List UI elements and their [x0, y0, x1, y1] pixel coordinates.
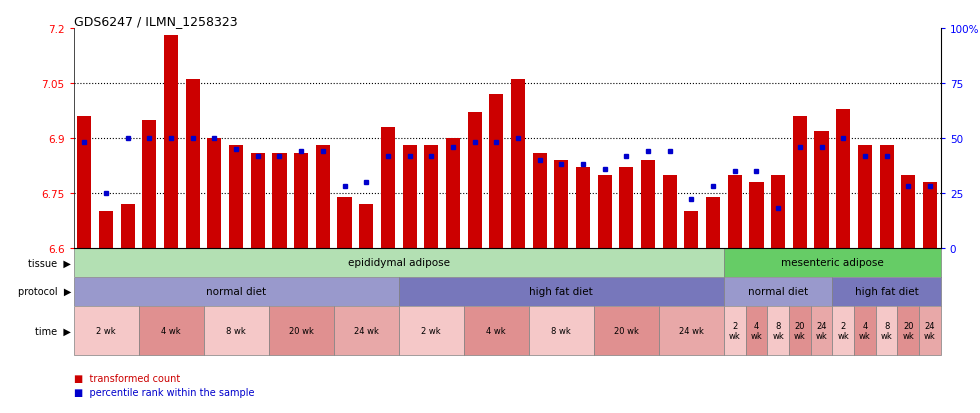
Bar [208, 139, 221, 248]
Bar [555, 161, 568, 248]
Bar [789, 306, 810, 355]
Text: high fat diet: high fat diet [855, 287, 918, 297]
Bar [724, 248, 941, 277]
Bar [74, 248, 724, 277]
Bar [641, 161, 656, 248]
Bar [832, 277, 941, 306]
Text: time  ▶: time ▶ [35, 325, 72, 335]
Bar [399, 277, 724, 306]
Text: high fat diet: high fat diet [529, 287, 593, 297]
Bar [576, 168, 590, 248]
Bar [684, 212, 699, 248]
Bar [746, 306, 767, 355]
Bar [359, 204, 373, 248]
Text: 4
wk: 4 wk [751, 321, 762, 340]
Bar [467, 113, 482, 248]
Bar [832, 306, 854, 355]
Text: mesenteric adipose: mesenteric adipose [781, 258, 884, 268]
Bar [142, 120, 157, 248]
Bar [424, 146, 438, 248]
Text: 24 wk: 24 wk [679, 326, 704, 335]
Bar [836, 109, 851, 248]
Text: normal diet: normal diet [206, 287, 267, 297]
Bar [294, 153, 309, 248]
Bar [403, 146, 416, 248]
Bar [74, 277, 399, 306]
Text: 2 wk: 2 wk [421, 326, 441, 335]
Text: 8
wk: 8 wk [772, 321, 784, 340]
Bar [138, 306, 204, 355]
Bar [724, 277, 832, 306]
Bar [204, 306, 269, 355]
Bar [876, 306, 898, 355]
Bar [229, 146, 243, 248]
Bar [489, 95, 504, 248]
Bar [511, 80, 525, 248]
Bar [619, 168, 633, 248]
Bar [728, 175, 742, 248]
Bar [724, 306, 746, 355]
Text: 24
wk: 24 wk [815, 321, 827, 340]
Text: 2 wk: 2 wk [96, 326, 116, 335]
Text: 20
wk: 20 wk [794, 321, 806, 340]
Text: GDS6247 / ILMN_1258323: GDS6247 / ILMN_1258323 [74, 15, 237, 28]
Text: ■  percentile rank within the sample: ■ percentile rank within the sample [74, 387, 254, 397]
Bar [381, 128, 395, 248]
Bar [767, 306, 789, 355]
Text: 8 wk: 8 wk [226, 326, 246, 335]
Bar [269, 306, 333, 355]
Bar [598, 175, 612, 248]
Bar [464, 306, 529, 355]
Text: protocol  ▶: protocol ▶ [18, 287, 72, 297]
Bar [855, 306, 876, 355]
Text: 2
wk: 2 wk [837, 321, 849, 340]
Text: ■  transformed count: ■ transformed count [74, 373, 179, 383]
Text: normal diet: normal diet [748, 287, 808, 297]
Text: 4 wk: 4 wk [162, 326, 181, 335]
Text: 2
wk: 2 wk [729, 321, 741, 340]
Bar [164, 36, 178, 248]
Bar [532, 153, 547, 248]
Bar [898, 306, 919, 355]
Bar [316, 146, 330, 248]
Text: 4 wk: 4 wk [486, 326, 506, 335]
Text: epididymal adipose: epididymal adipose [348, 258, 450, 268]
Bar [659, 306, 724, 355]
Text: 20 wk: 20 wk [289, 326, 314, 335]
Bar [529, 306, 594, 355]
Bar [919, 306, 941, 355]
Text: 20 wk: 20 wk [613, 326, 639, 335]
Text: 8
wk: 8 wk [881, 321, 893, 340]
Text: 20
wk: 20 wk [903, 321, 914, 340]
Bar [121, 204, 135, 248]
Bar [793, 116, 807, 248]
Bar [446, 139, 460, 248]
Bar [272, 153, 286, 248]
Bar [810, 306, 832, 355]
Bar [923, 183, 937, 248]
Bar [662, 175, 677, 248]
Bar [77, 116, 91, 248]
Bar [185, 80, 200, 248]
Bar [594, 306, 659, 355]
Bar [399, 306, 464, 355]
Text: 4
wk: 4 wk [859, 321, 871, 340]
Bar [814, 131, 829, 248]
Bar [879, 146, 894, 248]
Bar [750, 183, 763, 248]
Bar [858, 146, 872, 248]
Text: 24
wk: 24 wk [924, 321, 936, 340]
Text: 24 wk: 24 wk [354, 326, 378, 335]
Bar [99, 212, 113, 248]
Text: 8 wk: 8 wk [552, 326, 571, 335]
Text: tissue  ▶: tissue ▶ [28, 258, 72, 268]
Bar [333, 306, 399, 355]
Bar [251, 153, 265, 248]
Bar [771, 175, 785, 248]
Bar [706, 197, 720, 248]
Bar [337, 197, 352, 248]
Bar [74, 306, 138, 355]
Bar [902, 175, 915, 248]
